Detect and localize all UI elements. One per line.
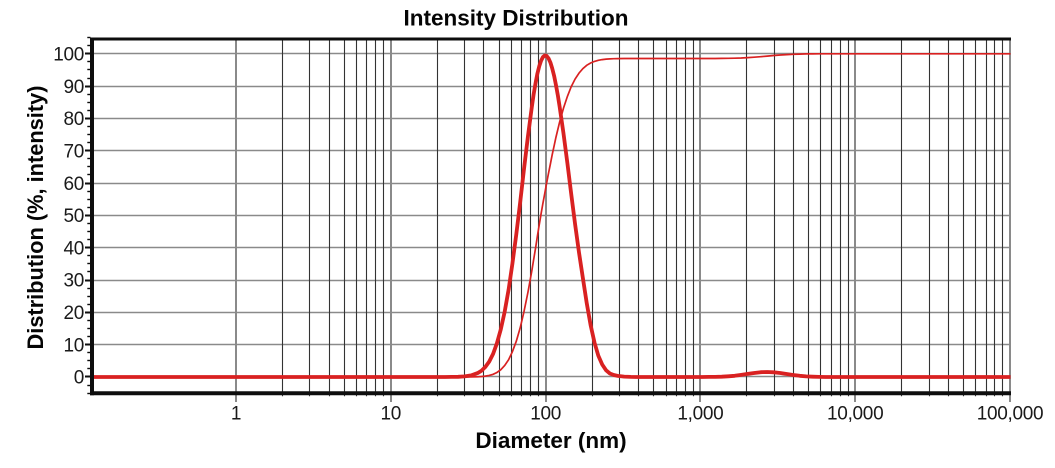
svg-text:10: 10 bbox=[63, 335, 84, 356]
svg-text:20: 20 bbox=[63, 303, 84, 324]
svg-text:0: 0 bbox=[74, 368, 84, 389]
svg-text:100: 100 bbox=[53, 45, 84, 66]
svg-text:90: 90 bbox=[63, 77, 84, 98]
svg-text:Diameter (nm): Diameter (nm) bbox=[475, 428, 626, 453]
svg-text:Intensity Distribution: Intensity Distribution bbox=[404, 6, 629, 31]
svg-text:30: 30 bbox=[63, 271, 84, 292]
svg-text:100: 100 bbox=[530, 404, 561, 425]
svg-text:1: 1 bbox=[231, 404, 241, 425]
svg-text:1,000: 1,000 bbox=[677, 404, 723, 425]
svg-text:40: 40 bbox=[63, 238, 84, 259]
svg-text:Distribution (%, intensity): Distribution (%, intensity) bbox=[23, 86, 48, 350]
svg-text:60: 60 bbox=[63, 174, 84, 195]
svg-text:100,000: 100,000 bbox=[977, 404, 1044, 425]
svg-text:10: 10 bbox=[381, 404, 402, 425]
svg-text:80: 80 bbox=[63, 109, 84, 130]
svg-text:10,000: 10,000 bbox=[827, 404, 883, 425]
svg-text:70: 70 bbox=[63, 142, 84, 163]
svg-text:50: 50 bbox=[63, 206, 84, 227]
